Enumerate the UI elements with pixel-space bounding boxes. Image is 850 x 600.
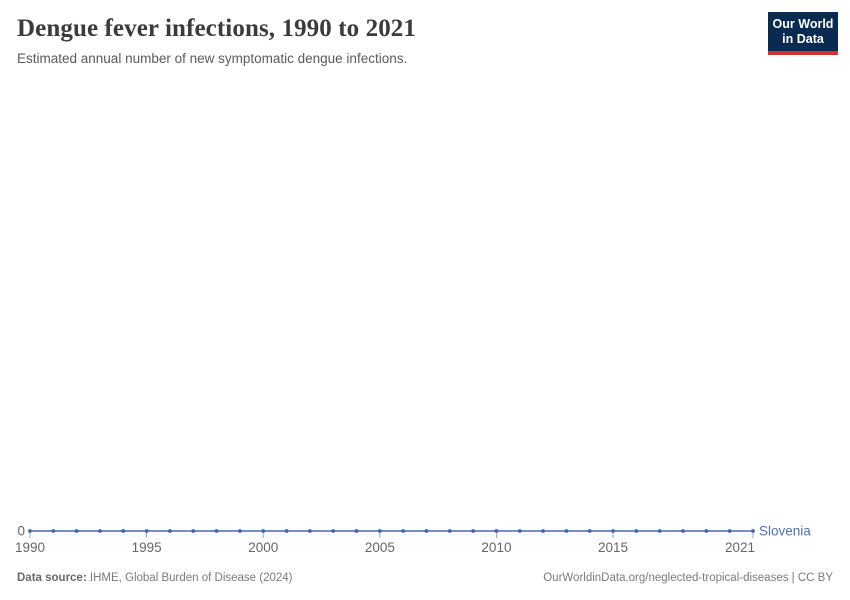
data-point[interactable] (517, 529, 522, 533)
data-point[interactable] (74, 529, 79, 533)
x-axis-tick-label: 2015 (598, 540, 628, 555)
data-point[interactable] (587, 529, 592, 533)
entity-label[interactable]: Slovenia (759, 524, 811, 539)
page-title: Dengue fever infections, 1990 to 2021 (17, 15, 417, 42)
data-point[interactable] (284, 529, 289, 533)
data-point[interactable] (727, 529, 732, 533)
data-point[interactable] (354, 529, 359, 533)
data-point[interactable] (377, 529, 382, 533)
data-point[interactable] (751, 529, 755, 533)
data-point[interactable] (144, 529, 149, 533)
data-point[interactable] (424, 529, 429, 533)
data-point[interactable] (564, 529, 569, 533)
x-axis-tick-label: 2010 (481, 540, 511, 555)
data-point[interactable] (704, 529, 709, 533)
data-point[interactable] (494, 529, 499, 533)
data-point[interactable] (331, 529, 336, 533)
data-point[interactable] (401, 529, 406, 533)
data-source-label: Data source: (17, 572, 87, 584)
data-point[interactable] (261, 529, 266, 533)
data-point[interactable] (611, 529, 615, 533)
owid-logo-line2: in Data (782, 31, 824, 46)
x-axis-tick-label: 2000 (248, 540, 278, 555)
data-point[interactable] (98, 529, 102, 533)
data-point[interactable] (168, 529, 172, 533)
data-point[interactable] (28, 529, 32, 533)
owid-logo-line1: Our World (772, 16, 834, 31)
x-axis-tick-label: 2021 (725, 540, 755, 555)
data-point[interactable] (634, 529, 639, 533)
data-point[interactable] (51, 529, 56, 533)
data-point[interactable] (541, 529, 545, 533)
data-source-value: IHME, Global Burden of Disease (2024) (89, 572, 293, 584)
chart-subtitle: Estimated annual number of new symptomat… (17, 51, 408, 66)
owid-url-license[interactable]: OurWorldinData.org/neglected-tropical-di… (543, 572, 833, 584)
y-axis-zero-label: 0 (17, 524, 25, 539)
chart-footer: Data source: IHME, Global Burden of Dise… (17, 571, 833, 585)
data-point[interactable] (238, 529, 242, 533)
x-axis-tick-label: 1995 (132, 540, 162, 555)
x-axis-tick-label: 2005 (365, 540, 395, 555)
x-axis-tick-label: 1990 (15, 540, 45, 555)
data-point[interactable] (681, 529, 685, 533)
data-point[interactable] (121, 529, 126, 533)
chart-header: Dengue fever infections, 1990 to 2021 Es… (17, 14, 740, 67)
data-point[interactable] (191, 529, 196, 533)
data-point[interactable] (471, 529, 476, 533)
data-point[interactable] (447, 529, 452, 533)
data-point[interactable] (214, 529, 219, 533)
owid-logo[interactable]: Our World in Data (768, 12, 838, 55)
data-point[interactable] (307, 529, 312, 533)
data-point[interactable] (657, 529, 662, 533)
data-source: Data source: IHME, Global Burden of Dise… (17, 571, 293, 585)
